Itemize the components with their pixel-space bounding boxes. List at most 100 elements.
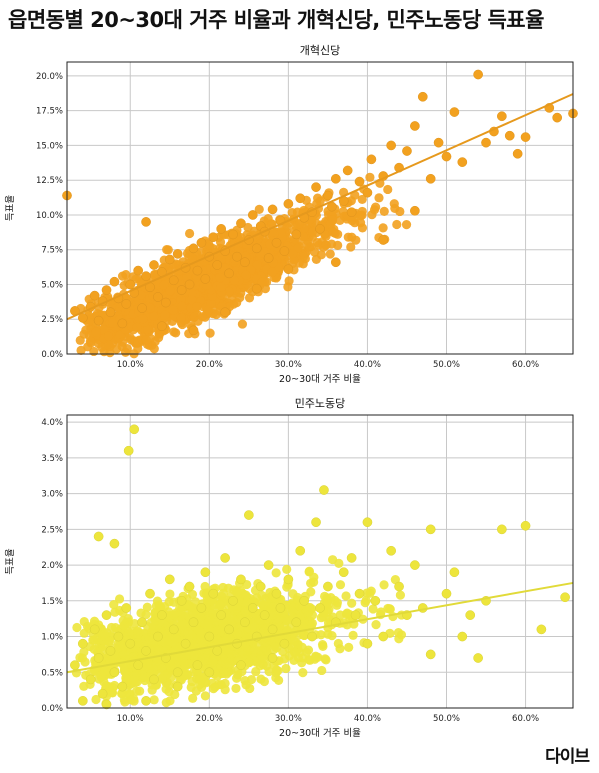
data-point [319,485,329,495]
data-point [85,674,96,685]
x-tick-label: 10.0% [117,714,144,724]
data-point [330,257,341,268]
data-point [240,257,250,268]
data-point [101,699,112,710]
data-point [449,107,460,117]
chart-minju: 민주노동당 10.0% 20.0% 30.0% 40.0% 50.0% 60.0% 0.0% 0… [5,397,574,739]
data-point [410,560,420,570]
data-point [141,645,151,656]
data-point [338,567,349,578]
data-point [247,210,258,220]
data-point [417,91,428,102]
data-point [129,424,140,435]
data-point [342,165,353,176]
data-point [123,445,134,456]
data-point [105,645,116,656]
data-point [291,617,302,628]
y-tick-label: 12.5% [36,176,63,186]
y-tick-label: 20.0% [36,72,63,82]
y-tick-label: 0.0% [41,704,63,714]
data-point [536,624,547,635]
data-point [496,524,507,535]
data-point [378,235,389,245]
data-point [117,681,128,692]
data-point [504,130,515,141]
data-point [425,524,436,535]
data-point [350,610,361,620]
data-point [232,251,242,262]
data-point [441,588,452,599]
data-point [192,265,203,276]
data-point [101,610,112,620]
data-point [208,232,219,243]
data-point [77,638,88,649]
data-point [279,246,290,256]
data-point [216,610,227,620]
data-point [164,254,175,265]
x-tick-label: 50.0% [433,714,460,724]
data-point [315,603,325,613]
data-point [168,624,179,635]
data-point [236,574,246,585]
data-point [243,510,254,520]
data-point [279,638,290,649]
data-point [89,624,100,635]
x-tick-label: 30.0% [275,714,302,724]
data-point [354,588,365,599]
data-point [323,190,333,201]
data-point [93,315,104,326]
y-tick-label: 1.5% [41,597,63,607]
page-title: 읍면동별 20~30대 거주 비율과 개혁신당, 민주노동당 득표율 [8,8,544,32]
data-point [283,574,294,585]
y-tick-label: 7.5% [41,246,63,256]
data-point [402,146,412,156]
data-point [295,193,306,204]
data-point [283,264,294,275]
y-axis-label: 득표율 [5,548,16,574]
data-point [251,243,262,254]
data-point [323,581,333,592]
data-point [386,140,397,151]
data-point [457,631,468,642]
data-point [394,581,404,592]
data-point [240,617,250,628]
x-tick-label: 20.0% [196,714,223,724]
data-point [386,545,397,556]
data-point [496,111,507,122]
data-point [97,688,108,699]
data-point [425,173,436,184]
data-point [271,588,282,599]
data-point [180,638,191,649]
chart-gaehyeok: 개혁신당 10.0% 20.0% 30.0% 40.0% 50.0% 60.0% 0.0% 2.… [5,44,578,385]
chart-title: 개혁신당 [300,44,340,57]
data-point [141,271,151,281]
data-point [481,137,491,148]
data-point [473,653,483,663]
data-point [366,154,377,165]
x-tick-label: 20.0% [196,360,223,370]
data-point [255,581,266,592]
data-point [271,237,282,248]
y-tick-label: 2.5% [41,315,63,325]
data-point [196,237,207,248]
x-tick-label: 40.0% [354,714,381,724]
data-point [70,660,80,670]
data-point [552,112,563,123]
data-point [137,303,147,313]
y-tick-label: 1.0% [41,633,63,643]
y-tick-label: 0.5% [41,668,63,678]
data-point [93,531,104,542]
data-point [188,243,199,254]
data-point [93,653,104,663]
data-point [125,638,136,649]
data-point [160,297,171,308]
data-point [441,151,452,162]
data-point [109,276,120,287]
y-tick-label: 3.0% [41,490,63,500]
data-point [370,595,381,606]
data-point [263,560,274,570]
data-point [153,292,163,302]
data-point [251,283,262,294]
trend-line [66,93,574,321]
data-point [188,617,199,628]
